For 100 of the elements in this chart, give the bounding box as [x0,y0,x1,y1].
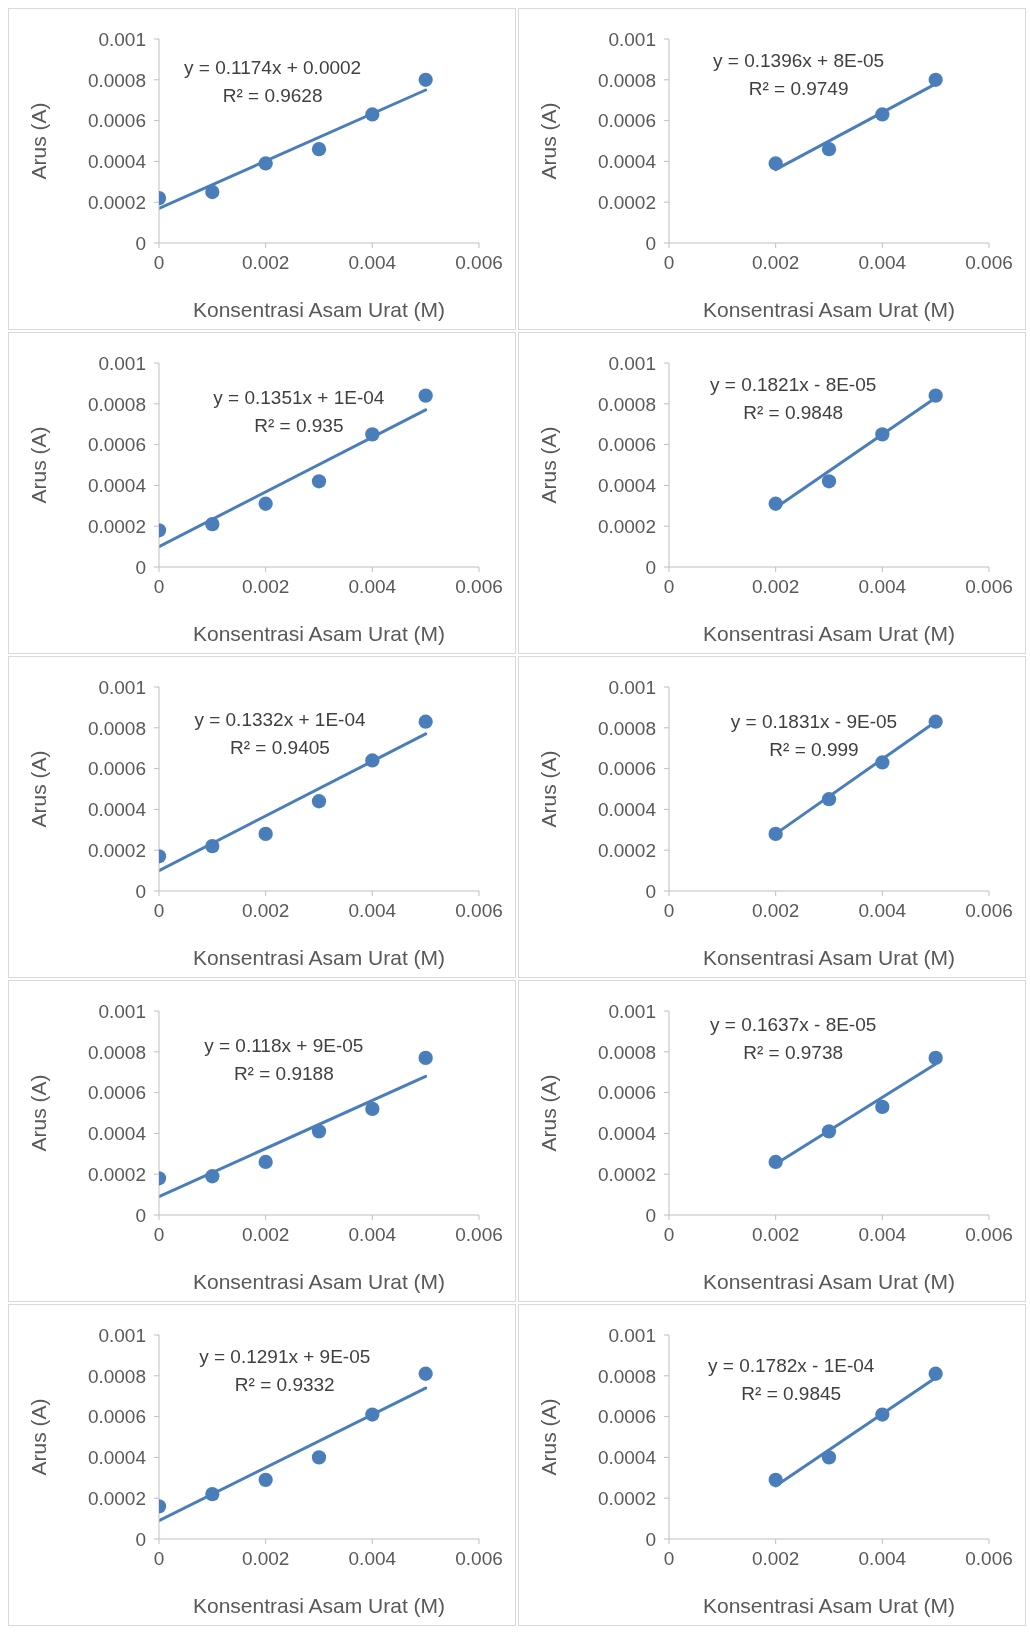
y-tick-label: 0.001 [608,1324,656,1346]
x-tick-label: 0.006 [965,252,1013,274]
y-tick-label: 0.0004 [87,1123,147,1145]
y-tick-label: 0.0002 [87,839,146,861]
y-tick-label: 0.0004 [597,475,657,497]
point [205,839,220,854]
x-tick-label: 0.006 [965,576,1013,598]
y-axis-title: Arus (A) [27,426,51,504]
x-tick-label: 0 [663,900,675,922]
y-tick-label: 0.0008 [87,1041,146,1063]
point [821,792,837,807]
annotation: R² = 0.9848 [743,401,844,426]
x-tick-label: 0.006 [965,900,1013,922]
y-tick-label: 0 [645,880,656,902]
y-tick-label: 0 [135,1204,146,1226]
x-tick-label: 0.002 [751,1548,800,1570]
point [875,1407,890,1422]
x-axis-title: Konsentrasi Asam Urat (M) [192,298,446,321]
y-tick-label: 0.0004 [87,1447,147,1469]
point [821,142,837,157]
y-tick-label: 0.001 [608,352,656,374]
point [311,1450,327,1465]
y-axis-title: Arus (A) [537,102,561,180]
y-tick-label: 0 [645,1204,656,1226]
y-axis-title: Arus (A) [537,426,561,504]
y-tick-label: 0.0008 [597,69,656,91]
annotation: R² = 0.9332 [234,1373,335,1398]
point [258,496,273,511]
point [768,1154,783,1170]
x-tick-label: 0.006 [455,900,503,922]
x-tick-label: 0.006 [455,252,503,274]
annotation: R² = 0.9738 [743,1041,844,1066]
annotation: y = 0.1351x + 1E-04 [213,385,385,410]
point [365,107,380,122]
point [311,794,327,809]
point [205,1169,220,1184]
x-tick-label: 0.004 [348,576,397,598]
y-tick-label: 0.0006 [87,1082,146,1104]
y-tick-label: 0.0008 [597,717,656,739]
y-tick-label: 0.0008 [87,393,146,415]
y-tick-label: 0.0004 [87,475,147,497]
x-tick-label: 0.004 [858,1224,907,1246]
y-tick-label: 0.001 [608,28,656,50]
point [821,1124,837,1139]
y-tick-label: 0.0004 [597,1123,657,1145]
y-tick-label: 0 [645,232,656,254]
point [768,496,783,511]
x-tick-label: 0 [663,1224,675,1246]
x-tick-label: 0 [663,576,675,598]
y-tick-label: 0.0004 [597,1447,657,1469]
point [418,388,433,403]
y-tick-label: 0.0006 [87,434,146,456]
point [418,1366,433,1381]
annotation: R² = 0.9628 [222,83,323,108]
y-tick-label: 0.0002 [597,839,656,861]
y-tick-label: 0.0002 [597,1487,656,1509]
y-tick-label: 0.0002 [597,1163,656,1185]
y-axis-title: Arus (A) [27,1074,51,1152]
x-axis-title: Konsentrasi Asam Urat (M) [702,946,956,969]
x-axis-title: Konsentrasi Asam Urat (M) [192,622,446,645]
y-axis-title: Arus (A) [27,102,51,180]
x-axis-title: Konsentrasi Asam Urat (M) [702,1270,956,1293]
annotation: y = 0.1831x - 9E-05 [730,709,898,734]
y-tick-label: 0.001 [98,1000,146,1022]
y-tick-label: 0.0004 [597,799,657,821]
x-tick-label: 0 [153,1224,165,1246]
point [311,474,327,489]
x-tick-label: 0.006 [455,576,503,598]
y-tick-label: 0.0006 [87,758,146,780]
y-tick-label: 0.0008 [87,1365,146,1387]
x-tick-label: 0 [153,900,165,922]
y-tick-label: 0.0006 [87,110,146,132]
x-tick-label: 0.006 [965,1548,1013,1570]
point [258,826,273,841]
annotation: y = 0.1174x + 0.0002 [184,55,362,80]
point [875,107,890,122]
point [418,1050,433,1066]
x-axis-title: Konsentrasi Asam Urat (M) [702,1594,956,1617]
x-tick-label: 0.004 [348,1224,397,1246]
x-tick-label: 0 [153,252,165,274]
annotation: y = 0.118x + 9E-05 [204,1033,364,1058]
x-axis-title: Konsentrasi Asam Urat (M) [702,622,956,645]
point [418,72,433,87]
y-axis-title: Arus (A) [27,1398,51,1476]
point [768,1472,783,1487]
y-tick-label: 0.0006 [597,758,656,780]
point [205,184,220,200]
point [928,714,943,729]
x-tick-label: 0.002 [241,1548,290,1570]
x-tick-label: 0.004 [858,252,907,274]
point [365,1101,380,1117]
point [928,1366,943,1381]
annotation: y = 0.1821x - 8E-05 [709,373,877,398]
y-tick-label: 0.0002 [597,191,656,213]
annotation: R² = 0.9188 [233,1061,334,1086]
y-tick-label: 0.001 [98,352,146,374]
point [821,1450,837,1465]
y-tick-label: 0.001 [608,1000,656,1022]
point [768,826,783,841]
point [205,517,220,532]
